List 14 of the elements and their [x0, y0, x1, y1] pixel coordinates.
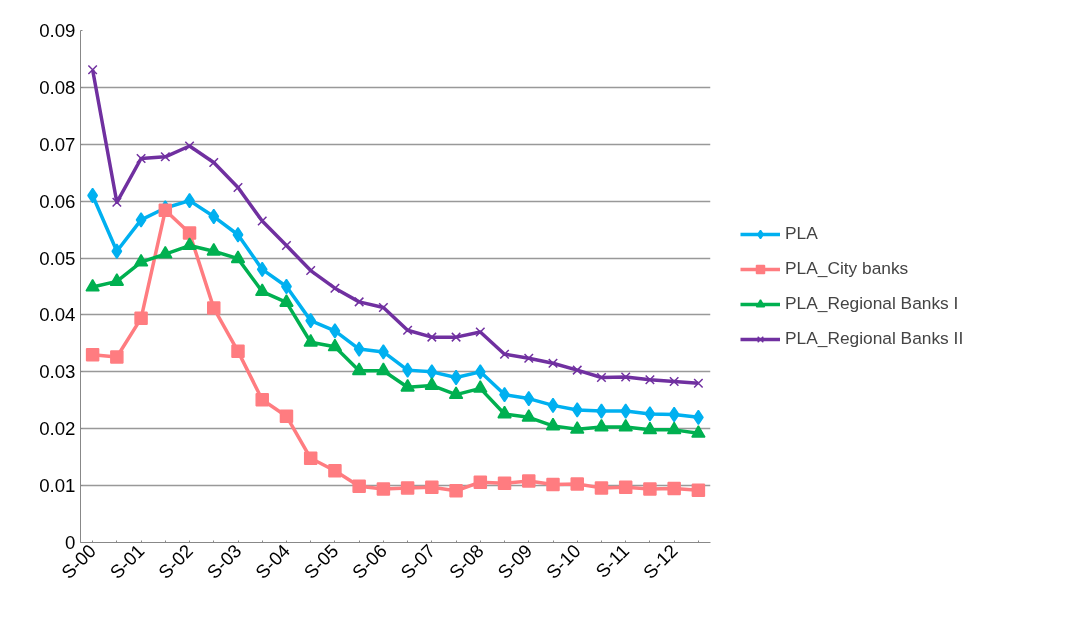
y-tick-label: 0.05: [39, 247, 76, 269]
y-tick-label: 0.07: [39, 133, 76, 155]
y-tick-label: 0.02: [39, 418, 76, 440]
y-tick-label: 0.04: [39, 304, 76, 326]
legend-label: PLA_City banks: [785, 258, 909, 279]
y-tick-label: 0.09: [39, 20, 76, 41]
y-tick-label: 0.03: [39, 361, 76, 383]
legend-label: PLA: [785, 223, 818, 244]
y-tick-label: 0.08: [39, 76, 76, 98]
x-tick-label: S-11: [591, 540, 634, 582]
y-tick-label: 0.06: [39, 190, 76, 212]
legend-label: PLA_Regional Banks I: [785, 293, 959, 314]
legend-label: PLA_Regional Banks II: [785, 328, 964, 349]
y-tick-label: 0.01: [39, 475, 76, 497]
